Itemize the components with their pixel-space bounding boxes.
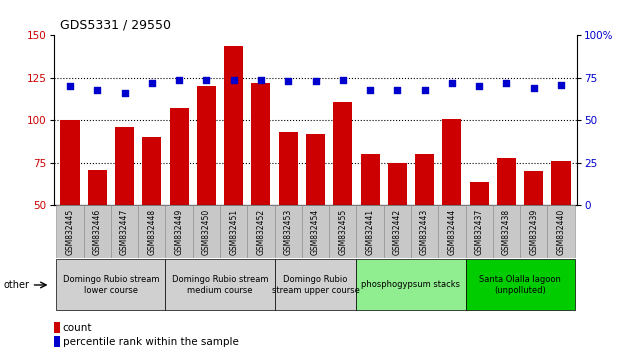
Text: Domingo Rubio
stream upper course: Domingo Rubio stream upper course (271, 275, 360, 295)
Point (201, 77, 211, 82)
FancyBboxPatch shape (302, 205, 329, 258)
FancyBboxPatch shape (220, 205, 247, 258)
Point (338, 77, 348, 82)
Text: count: count (63, 322, 92, 332)
Text: GSM832453: GSM832453 (284, 209, 293, 255)
Text: GSM832451: GSM832451 (229, 209, 238, 255)
Text: Domingo Rubio stream
lower course: Domingo Rubio stream lower course (62, 275, 159, 295)
Bar (251, 83, 271, 205)
Text: Santa Olalla lagoon
(unpolluted): Santa Olalla lagoon (unpolluted) (479, 275, 561, 295)
FancyBboxPatch shape (357, 259, 466, 310)
Point (283, 79, 293, 84)
FancyBboxPatch shape (165, 259, 274, 310)
FancyBboxPatch shape (247, 205, 274, 258)
FancyBboxPatch shape (84, 205, 111, 258)
Bar (497, 158, 516, 205)
Text: GSM832439: GSM832439 (529, 209, 538, 255)
Text: GSM832438: GSM832438 (502, 209, 511, 255)
Text: GSM832455: GSM832455 (338, 209, 347, 255)
Text: GSM832441: GSM832441 (365, 209, 375, 255)
Text: percentile rank within the sample: percentile rank within the sample (63, 337, 239, 347)
Point (556, 82, 566, 87)
Point (502, 80, 512, 86)
Bar (61, 120, 80, 205)
FancyBboxPatch shape (439, 205, 466, 258)
Point (392, 87, 403, 93)
Point (174, 77, 184, 82)
Bar (224, 46, 243, 205)
Bar (415, 154, 434, 205)
Point (256, 77, 266, 82)
Point (420, 87, 430, 93)
Bar (115, 127, 134, 205)
FancyBboxPatch shape (138, 205, 165, 258)
Text: GSM832437: GSM832437 (475, 209, 484, 255)
Bar (279, 132, 298, 205)
Text: GSM832440: GSM832440 (557, 209, 565, 255)
Point (310, 79, 321, 84)
Point (92, 87, 102, 93)
Bar (88, 170, 107, 205)
FancyBboxPatch shape (384, 205, 411, 258)
FancyBboxPatch shape (547, 205, 575, 258)
Point (365, 87, 375, 93)
Text: GSM832447: GSM832447 (120, 209, 129, 255)
FancyBboxPatch shape (493, 205, 520, 258)
Text: GSM832450: GSM832450 (202, 209, 211, 255)
Text: GSM832446: GSM832446 (93, 209, 102, 255)
Bar (54, 336, 60, 347)
FancyBboxPatch shape (466, 205, 493, 258)
Bar (551, 161, 570, 205)
Text: GSM832448: GSM832448 (147, 209, 156, 255)
FancyBboxPatch shape (329, 205, 357, 258)
FancyBboxPatch shape (165, 205, 192, 258)
Bar (306, 134, 325, 205)
FancyBboxPatch shape (111, 205, 138, 258)
Bar (170, 108, 189, 205)
Text: GSM832444: GSM832444 (447, 209, 456, 255)
Text: other: other (3, 280, 29, 290)
Text: GSM832442: GSM832442 (393, 209, 402, 255)
FancyBboxPatch shape (520, 205, 547, 258)
Point (147, 80, 157, 86)
Bar (442, 119, 461, 205)
Point (474, 84, 484, 89)
Point (447, 80, 457, 86)
Bar (360, 154, 380, 205)
Bar (197, 86, 216, 205)
Point (228, 77, 239, 82)
Text: GSM832454: GSM832454 (311, 209, 320, 255)
Bar (333, 102, 352, 205)
FancyBboxPatch shape (56, 205, 84, 258)
Bar (142, 137, 162, 205)
FancyBboxPatch shape (274, 205, 302, 258)
FancyBboxPatch shape (274, 259, 357, 310)
Text: GSM832445: GSM832445 (66, 209, 74, 255)
Text: Domingo Rubio stream
medium course: Domingo Rubio stream medium course (172, 275, 268, 295)
FancyBboxPatch shape (192, 205, 220, 258)
Point (65, 84, 75, 89)
Point (119, 90, 129, 96)
Bar (524, 171, 543, 205)
Text: GSM832452: GSM832452 (256, 209, 266, 255)
Text: GDS5331 / 29550: GDS5331 / 29550 (60, 19, 171, 32)
Point (529, 85, 539, 91)
Text: phosphogypsum stacks: phosphogypsum stacks (362, 280, 461, 290)
FancyBboxPatch shape (411, 205, 439, 258)
Text: GSM832449: GSM832449 (175, 209, 184, 255)
FancyBboxPatch shape (466, 259, 575, 310)
Bar (469, 182, 489, 205)
FancyBboxPatch shape (357, 205, 384, 258)
FancyBboxPatch shape (56, 259, 165, 310)
Bar (54, 322, 60, 333)
Bar (388, 163, 407, 205)
Text: GSM832443: GSM832443 (420, 209, 429, 255)
